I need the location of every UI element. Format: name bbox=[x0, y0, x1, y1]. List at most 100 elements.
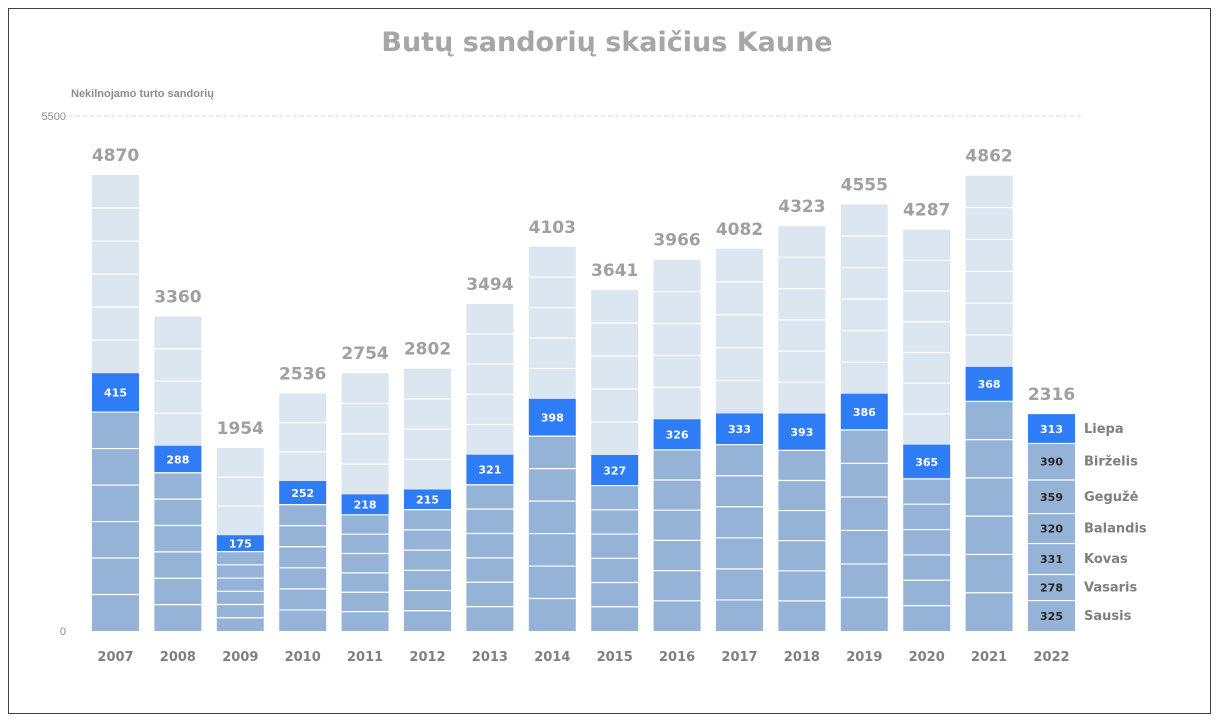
bar-highlight-2010 bbox=[279, 480, 327, 505]
x-tick-2015: 2015 bbox=[597, 650, 633, 665]
total-label-2022: 2316 bbox=[1028, 385, 1075, 405]
bar-highlight-2012 bbox=[404, 489, 451, 510]
bar-2012: 215 2802 bbox=[404, 340, 451, 631]
x-axis-ticks: 2007 2008 2009 2010 2011 2012 2013 2014 2015 2016… bbox=[97, 650, 1069, 665]
x-tick-2009: 2009 bbox=[222, 650, 258, 665]
bar-2013: 321 3494 bbox=[466, 275, 514, 631]
bar-upper-2016 bbox=[653, 259, 701, 420]
x-tick-2010: 2010 bbox=[285, 650, 321, 665]
bar-2016: 326 3966 bbox=[653, 231, 701, 631]
total-label-2010: 2536 bbox=[279, 365, 326, 385]
highlight-value-2022: 313 bbox=[1040, 423, 1063, 436]
bar-upper-2020 bbox=[903, 229, 951, 445]
bar-upper-2009 bbox=[216, 448, 264, 536]
bar-2018: 393 4323 bbox=[778, 197, 826, 631]
highlight-value-2010: 252 bbox=[291, 487, 314, 500]
bar-2007: 415 4870 bbox=[92, 146, 139, 631]
highlight-value-2008: 288 bbox=[166, 453, 189, 466]
bar-highlight-2015 bbox=[591, 454, 639, 486]
y-tick-label-1: 5500 bbox=[42, 111, 66, 123]
highlight-value-2009: 175 bbox=[229, 537, 252, 550]
bar-2017: 333 4082 bbox=[716, 220, 763, 631]
total-label-2013: 3494 bbox=[466, 275, 513, 295]
chart-title: Butų sandorių skaičius Kaune bbox=[381, 27, 832, 58]
total-label-2016: 3966 bbox=[653, 231, 700, 251]
bar-2010: 252 2536 bbox=[279, 365, 326, 631]
highlight-value-2007: 415 bbox=[104, 387, 127, 400]
month-legend: 325 Sausis 278 Vasaris 331 Kovas 320 Balandis 35… bbox=[1040, 422, 1147, 624]
month-name-Gegužė: Gegužė bbox=[1084, 490, 1139, 505]
month-value-Birželis: 390 bbox=[1040, 456, 1063, 469]
highlight-value-2019: 386 bbox=[853, 406, 876, 419]
bar-upper-2014 bbox=[528, 246, 576, 399]
total-label-2008: 3360 bbox=[154, 287, 201, 307]
total-label-2018: 4323 bbox=[778, 197, 825, 217]
bar-highlight-2017 bbox=[716, 413, 763, 445]
bar-highlight-2020 bbox=[903, 444, 951, 479]
chart-frame: Butų sandorių skaičius Kaune Nekilnojamo… bbox=[8, 8, 1211, 714]
bar-2022: 313 2316 bbox=[1028, 385, 1075, 631]
y-tick-label-0: 0 bbox=[60, 626, 66, 638]
bar-upper-2010 bbox=[279, 393, 327, 481]
bar-2020: 365 4287 bbox=[903, 201, 950, 631]
highlight-value-2015: 327 bbox=[603, 464, 626, 477]
highlight-value-2020: 365 bbox=[915, 456, 938, 469]
bar-highlight-2019 bbox=[840, 393, 888, 430]
x-tick-2012: 2012 bbox=[409, 650, 445, 665]
total-label-2014: 4103 bbox=[529, 218, 576, 238]
x-tick-2014: 2014 bbox=[534, 650, 570, 665]
month-value-Kovas: 331 bbox=[1040, 553, 1063, 566]
bar-upper-2015 bbox=[591, 290, 639, 455]
bar-highlight-2011 bbox=[341, 494, 389, 515]
x-tick-2011: 2011 bbox=[347, 650, 383, 665]
total-label-2021: 4862 bbox=[965, 147, 1012, 167]
bar-2014: 398 4103 bbox=[529, 218, 576, 631]
bar-highlight-2009 bbox=[216, 535, 264, 552]
x-tick-2013: 2013 bbox=[472, 650, 508, 665]
x-tick-2022: 2022 bbox=[1033, 650, 1069, 665]
x-tick-2008: 2008 bbox=[160, 650, 196, 665]
x-tick-2016: 2016 bbox=[659, 650, 695, 665]
y-axis-ticks: 0 5500 bbox=[42, 111, 66, 638]
bar-2011: 218 2754 bbox=[341, 344, 389, 631]
highlight-value-2013: 321 bbox=[478, 464, 501, 477]
x-tick-2017: 2017 bbox=[721, 650, 757, 665]
month-value-Sausis: 325 bbox=[1040, 610, 1063, 623]
highlight-value-2014: 398 bbox=[541, 412, 564, 425]
bar-2019: 386 4555 bbox=[841, 175, 888, 631]
total-label-2019: 4555 bbox=[841, 175, 888, 195]
bar-upper-2017 bbox=[716, 248, 763, 414]
x-tick-2021: 2021 bbox=[971, 650, 1007, 665]
x-tick-2007: 2007 bbox=[97, 650, 133, 665]
y-axis-label: Nekilnojamo turto sandorių bbox=[71, 88, 214, 100]
x-tick-2019: 2019 bbox=[846, 650, 882, 665]
highlight-value-2017: 333 bbox=[728, 423, 751, 436]
bar-2015: 327 3641 bbox=[591, 261, 638, 631]
month-name-Liepa: Liepa bbox=[1084, 422, 1124, 437]
bar-2009: 175 1954 bbox=[217, 419, 264, 631]
total-label-2012: 2802 bbox=[404, 340, 451, 360]
bar-highlight-2018 bbox=[778, 413, 826, 451]
month-name-Balandis: Balandis bbox=[1084, 522, 1147, 537]
month-name-Kovas: Kovas bbox=[1084, 552, 1128, 567]
month-value-Vasaris: 278 bbox=[1040, 582, 1063, 595]
total-label-2009: 1954 bbox=[217, 419, 264, 439]
highlight-value-2016: 326 bbox=[666, 429, 689, 442]
bar-lower-2022 bbox=[1028, 443, 1075, 631]
bar-2008: 288 3360 bbox=[154, 287, 202, 631]
bar-highlight-2013 bbox=[466, 454, 514, 485]
bar-highlight-2021 bbox=[965, 366, 1013, 402]
highlight-value-2021: 368 bbox=[978, 378, 1001, 391]
total-label-2007: 4870 bbox=[92, 146, 139, 166]
bar-highlight-2007 bbox=[92, 373, 139, 413]
month-name-Birželis: Birželis bbox=[1084, 455, 1138, 470]
total-label-2017: 4082 bbox=[716, 220, 763, 240]
highlight-value-2012: 215 bbox=[416, 494, 439, 507]
highlight-value-2018: 393 bbox=[790, 426, 813, 439]
month-value-Gegužė: 359 bbox=[1040, 491, 1063, 504]
total-label-2015: 3641 bbox=[591, 261, 638, 281]
month-name-Vasaris: Vasaris bbox=[1084, 581, 1138, 596]
total-label-2011: 2754 bbox=[341, 344, 388, 364]
month-value-Balandis: 320 bbox=[1040, 523, 1063, 536]
chart-svg: Butų sandorių skaičius Kaune Nekilnojamo… bbox=[42, 27, 1147, 665]
